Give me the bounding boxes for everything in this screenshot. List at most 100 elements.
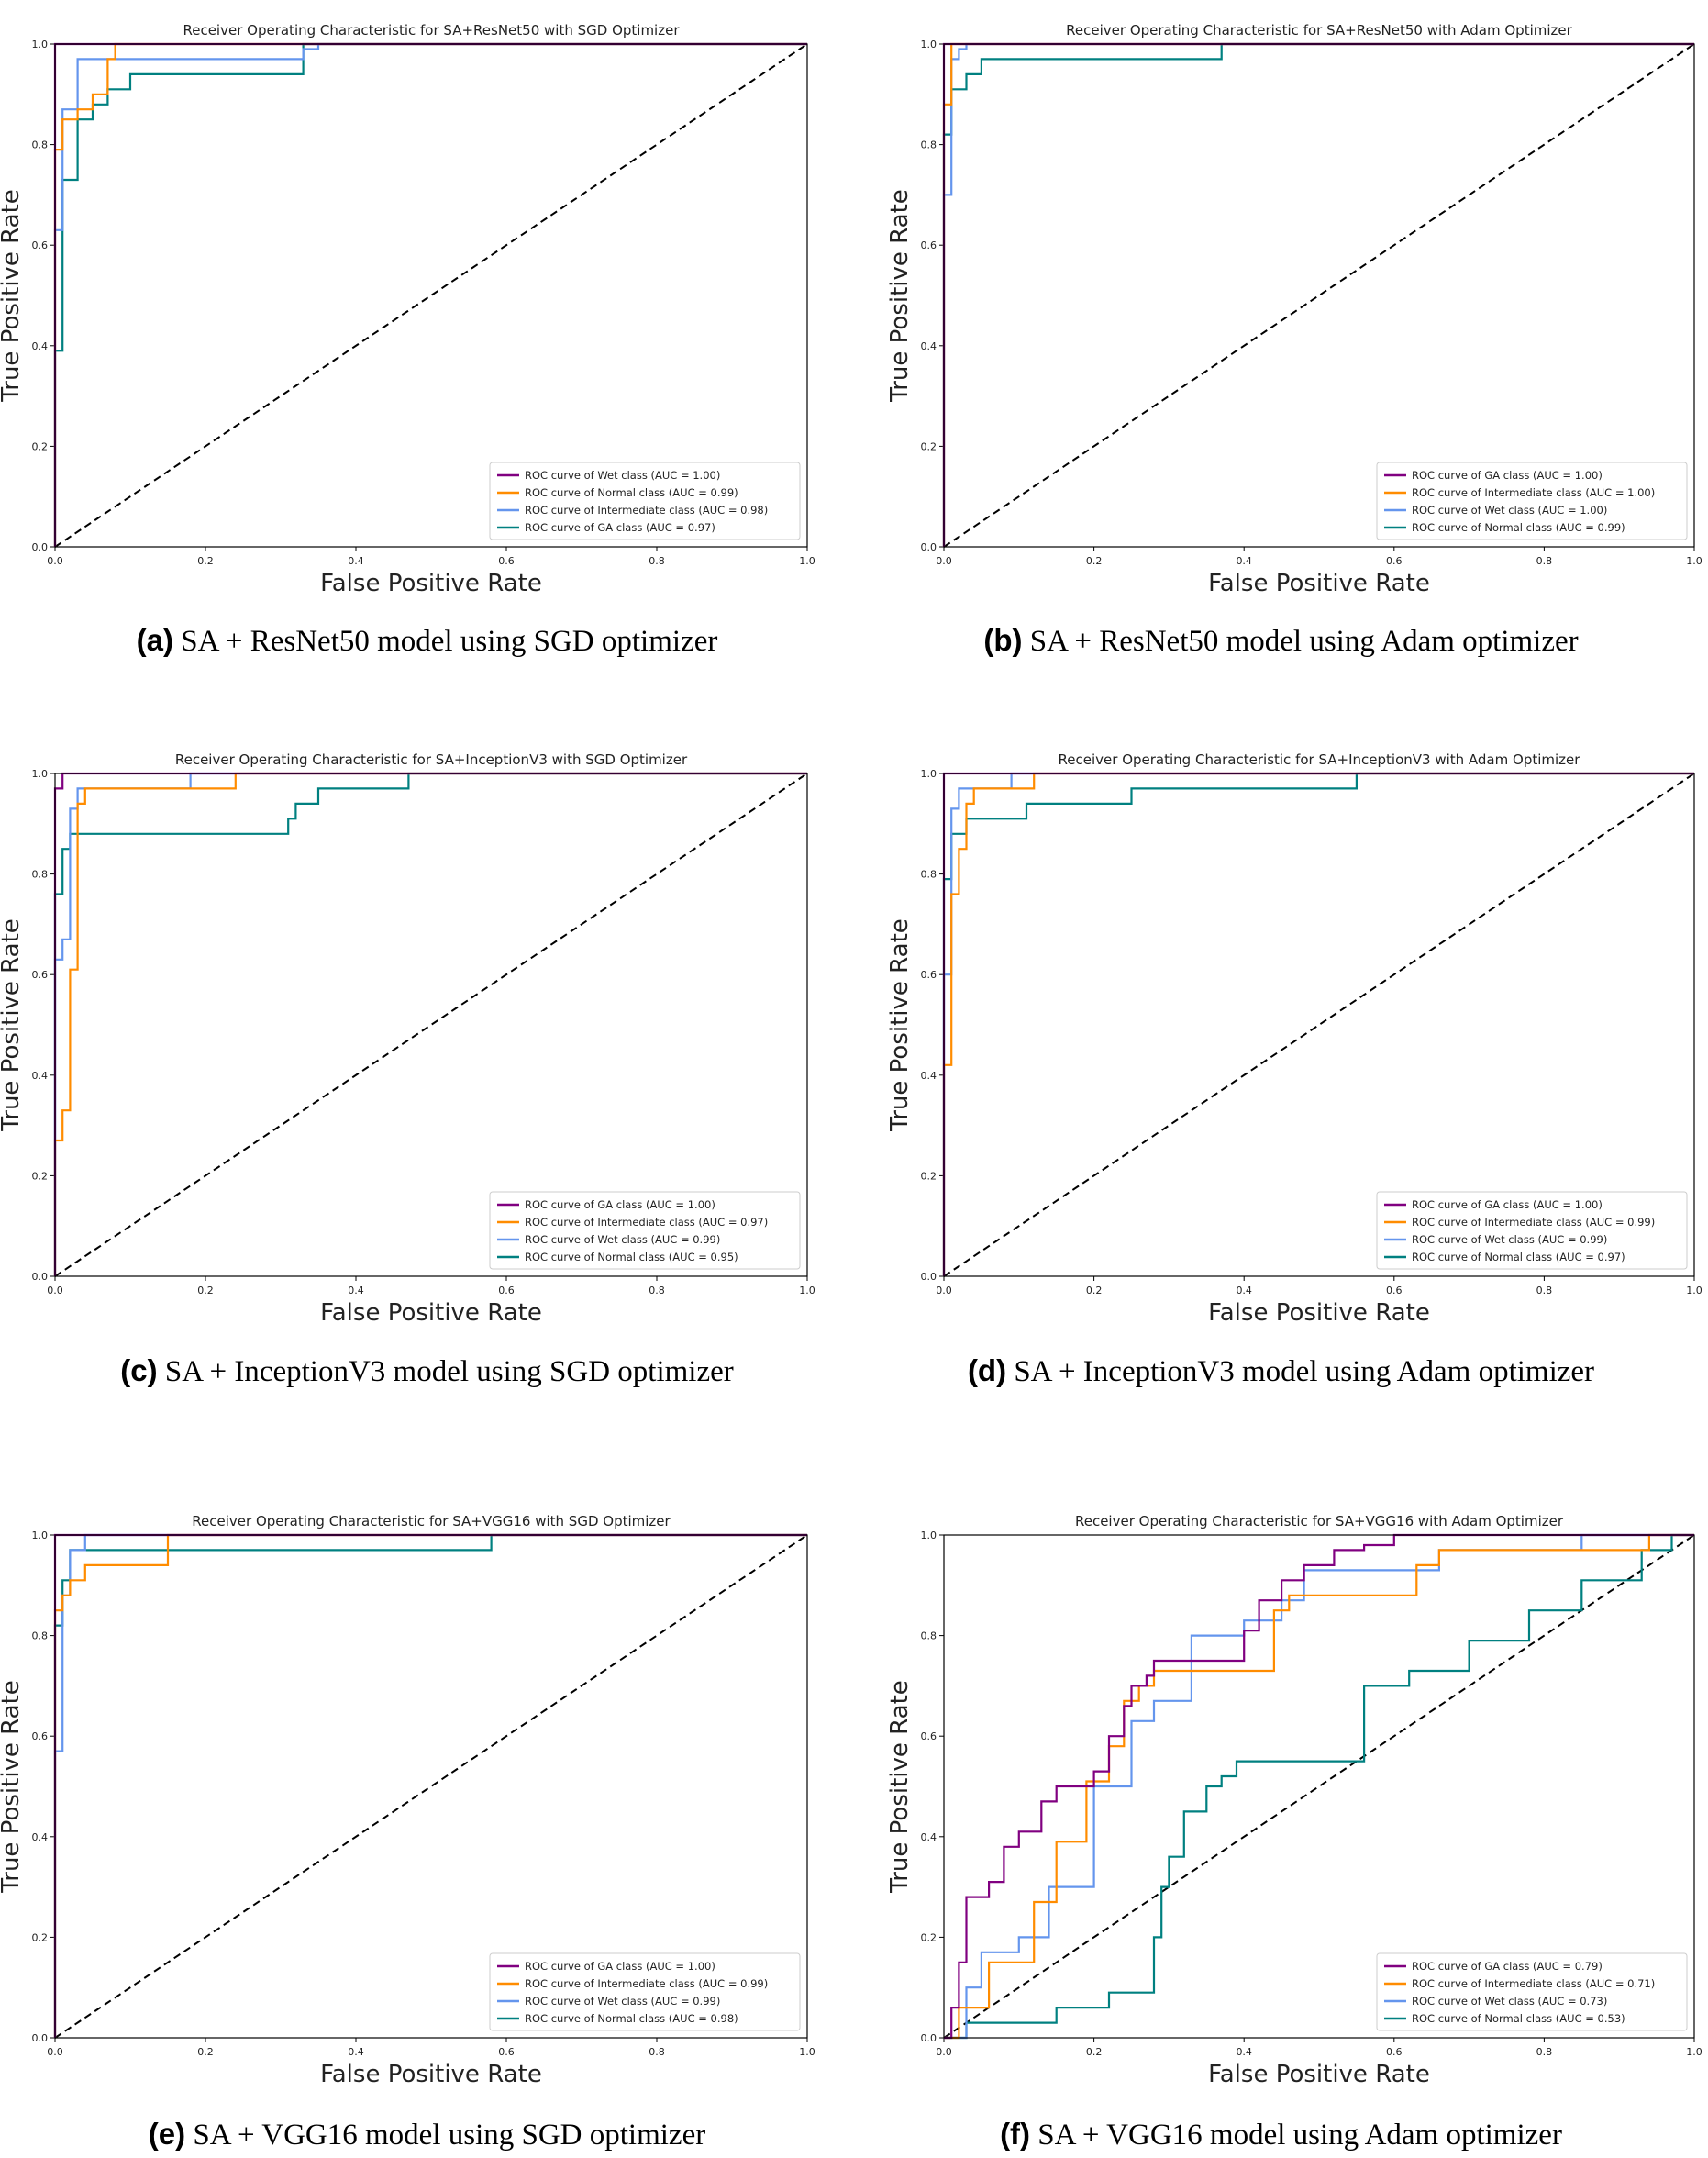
chart-d-title: Receiver Operating Characteristic for SA… xyxy=(1059,751,1581,768)
chart-f-ytick-label: 0.8 xyxy=(921,1630,937,1642)
chart-f-ytick-label: 0.0 xyxy=(921,2032,937,2044)
chart-b-legend-label: ROC curve of GA class (AUC = 1.00) xyxy=(1412,469,1603,482)
caption-f: (f) SA + VGG16 model using Adam optimize… xyxy=(854,2116,1708,2153)
chart-e-ytick-label: 1.0 xyxy=(32,1530,49,1541)
caption-d-text: SA + InceptionV3 model using Adam optimi… xyxy=(1014,1355,1595,1388)
chart-d-ytick-label: 0.2 xyxy=(921,1170,937,1182)
chart-f-legend-label: ROC curve of Intermediate class (AUC = 0… xyxy=(1412,1977,1655,1990)
chart-b-xtick-label: 0.2 xyxy=(1086,555,1103,567)
chart-c-xtick-label: 0.0 xyxy=(47,1285,63,1296)
chart-d-legend-label: ROC curve of Normal class (AUC = 0.97) xyxy=(1412,1251,1625,1263)
chart-e-xtick-label: 0.8 xyxy=(649,2046,665,2058)
chart-d-ytick-label: 0.8 xyxy=(921,869,937,881)
chart-c-legend-box xyxy=(489,1191,801,1270)
chart-d-series-line-2 xyxy=(942,772,1694,1276)
chart-a-legend-label: ROC curve of Wet class (AUC = 1.00) xyxy=(525,469,720,482)
chart-c-xtick-label: 1.0 xyxy=(799,1285,815,1296)
chart-f-legend-box xyxy=(1376,1952,1688,2031)
chart-a-legend-label: ROC curve of Normal class (AUC = 0.99) xyxy=(525,486,738,499)
chart-a-series-line-3 xyxy=(53,42,807,547)
chart-e-ytick-label: 0.4 xyxy=(32,1831,49,1843)
caption-b: (b) SA + ResNet50 model using Adam optim… xyxy=(854,622,1708,660)
caption-b-text: SA + ResNet50 model using Adam optimizer xyxy=(1029,625,1579,658)
caption-a: (a) SA + ResNet50 model using SGD optimi… xyxy=(0,622,854,660)
chart-b-ylabel: True Positive Rate xyxy=(886,189,914,403)
chart-b-series-line-4 xyxy=(942,42,1694,547)
chart-f-ytick-label: 0.2 xyxy=(921,1931,937,1943)
chart-a-ytick-label: 0.2 xyxy=(32,440,49,452)
chart-d-ytick-label: 0.0 xyxy=(921,1271,937,1283)
chart-a-legend-box xyxy=(489,462,801,540)
chart-c-ytick-label: 0.4 xyxy=(32,1070,49,1082)
chart-a-ytick-label: 0.8 xyxy=(32,139,49,151)
chart-e-series-line-2 xyxy=(53,1533,807,2038)
chart-f-legend-label: ROC curve of GA class (AUC = 0.79) xyxy=(1412,1960,1603,1973)
chart-a-series-line-2 xyxy=(53,42,807,547)
chart-b-legend-label: ROC curve of Intermediate class (AUC = 1… xyxy=(1412,486,1655,499)
chart-b-title: Receiver Operating Characteristic for SA… xyxy=(1066,22,1572,39)
chart-e-ytick-label: 0.6 xyxy=(32,1730,49,1742)
chart-e-ylabel: True Positive Rate xyxy=(0,1680,25,1894)
chart-d-xlabel: False Positive Rate xyxy=(1208,1299,1430,1327)
chart-c-legend-label: ROC curve of Wet class (AUC = 0.99) xyxy=(525,1233,720,1246)
chart-c-xlabel: False Positive Rate xyxy=(320,1299,542,1327)
caption-c-letter: (c) xyxy=(120,1353,158,1387)
chart-d-series-line-3 xyxy=(942,772,1694,1276)
chart-c-xtick-label: 0.6 xyxy=(498,1285,515,1296)
chart-e-ytick-label: 0.8 xyxy=(32,1630,49,1642)
chart-e-xtick-label: 0.4 xyxy=(348,2046,364,2058)
chart-c-ytick-label: 0.2 xyxy=(32,1170,49,1182)
chart-c-xtick-label: 0.4 xyxy=(348,1285,364,1296)
chart-c-legend-label: ROC curve of Intermediate class (AUC = 0… xyxy=(525,1216,768,1229)
chart-f-legend-label: ROC curve of Wet class (AUC = 0.73) xyxy=(1412,1995,1607,2008)
chart-d-legend-label: ROC curve of Wet class (AUC = 0.99) xyxy=(1412,1233,1607,1246)
chart-d-ylabel: True Positive Rate xyxy=(886,918,914,1132)
chart-f-ytick-label: 0.4 xyxy=(921,1831,937,1843)
chart-b-ytick-label: 0.0 xyxy=(921,541,937,553)
chart-d-ytick-label: 0.4 xyxy=(921,1070,937,1082)
chart-d-xtick-label: 0.6 xyxy=(1386,1285,1403,1296)
caption-c-text: SA + InceptionV3 model using SGD optimiz… xyxy=(164,1355,734,1388)
chart-a-ytick-label: 0.6 xyxy=(32,239,49,251)
chart-e-legend-label: ROC curve of GA class (AUC = 1.00) xyxy=(525,1960,715,1973)
chart-b-xtick-label: 0.4 xyxy=(1236,555,1252,567)
chart-b-ytick-label: 0.8 xyxy=(921,139,937,151)
chart-a: Receiver Operating Characteristic for SA… xyxy=(0,22,815,597)
chart-b-ytick-label: 0.6 xyxy=(921,239,937,251)
chart-b-plot-frame xyxy=(943,43,1695,548)
chart-b-diagonal-line xyxy=(943,43,1695,548)
caption-c: (c) SA + InceptionV3 model using SGD opt… xyxy=(0,1352,854,1390)
chart-b-legend-label: ROC curve of Wet class (AUC = 1.00) xyxy=(1412,504,1607,517)
caption-a-letter: (a) xyxy=(136,623,173,657)
caption-e: (e) SA + VGG16 model using SGD optimizer xyxy=(0,2116,854,2153)
chart-a-xtick-label: 0.8 xyxy=(649,555,665,567)
chart-a-title: Receiver Operating Characteristic for SA… xyxy=(183,22,680,39)
chart-d-xtick-label: 0.4 xyxy=(1236,1285,1252,1296)
chart-a-ylabel: True Positive Rate xyxy=(0,189,25,403)
chart-c-ytick-label: 0.0 xyxy=(32,1271,49,1283)
chart-e-legend-box xyxy=(489,1952,801,2031)
chart-b-xlabel: False Positive Rate xyxy=(1208,570,1430,597)
chart-b-xtick-label: 0.0 xyxy=(936,555,952,567)
chart-f-legend-label: ROC curve of Normal class (AUC = 0.53) xyxy=(1412,2012,1625,2025)
chart-d-ytick-label: 1.0 xyxy=(921,768,937,780)
chart-c: Receiver Operating Characteristic for SA… xyxy=(0,751,815,1327)
chart-c-legend-label: ROC curve of Normal class (AUC = 0.95) xyxy=(525,1251,738,1263)
chart-f-ylabel: True Positive Rate xyxy=(886,1680,914,1894)
chart-a-xtick-label: 0.2 xyxy=(197,555,214,567)
chart-d-xtick-label: 0.0 xyxy=(936,1285,952,1296)
chart-c-legend-label: ROC curve of GA class (AUC = 1.00) xyxy=(525,1198,715,1211)
chart-f-plot-frame xyxy=(943,1534,1695,2039)
chart-a-xtick-label: 0.6 xyxy=(498,555,515,567)
caption-b-letter: (b) xyxy=(983,623,1023,657)
chart-f-xtick-label: 0.6 xyxy=(1386,2046,1403,2058)
chart-f-title: Receiver Operating Characteristic for SA… xyxy=(1075,1513,1564,1530)
chart-c-ytick-label: 0.6 xyxy=(32,969,49,981)
chart-e-legend-label: ROC curve of Normal class (AUC = 0.98) xyxy=(525,2012,738,2025)
chart-c-title: Receiver Operating Characteristic for SA… xyxy=(175,751,688,768)
caption-f-letter: (f) xyxy=(1000,2117,1031,2151)
chart-b-xtick-label: 0.6 xyxy=(1386,555,1403,567)
chart-e-diagonal-line xyxy=(54,1534,808,2039)
chart-b: Receiver Operating Characteristic for SA… xyxy=(886,22,1702,597)
chart-d-xtick-label: 1.0 xyxy=(1686,1285,1702,1296)
